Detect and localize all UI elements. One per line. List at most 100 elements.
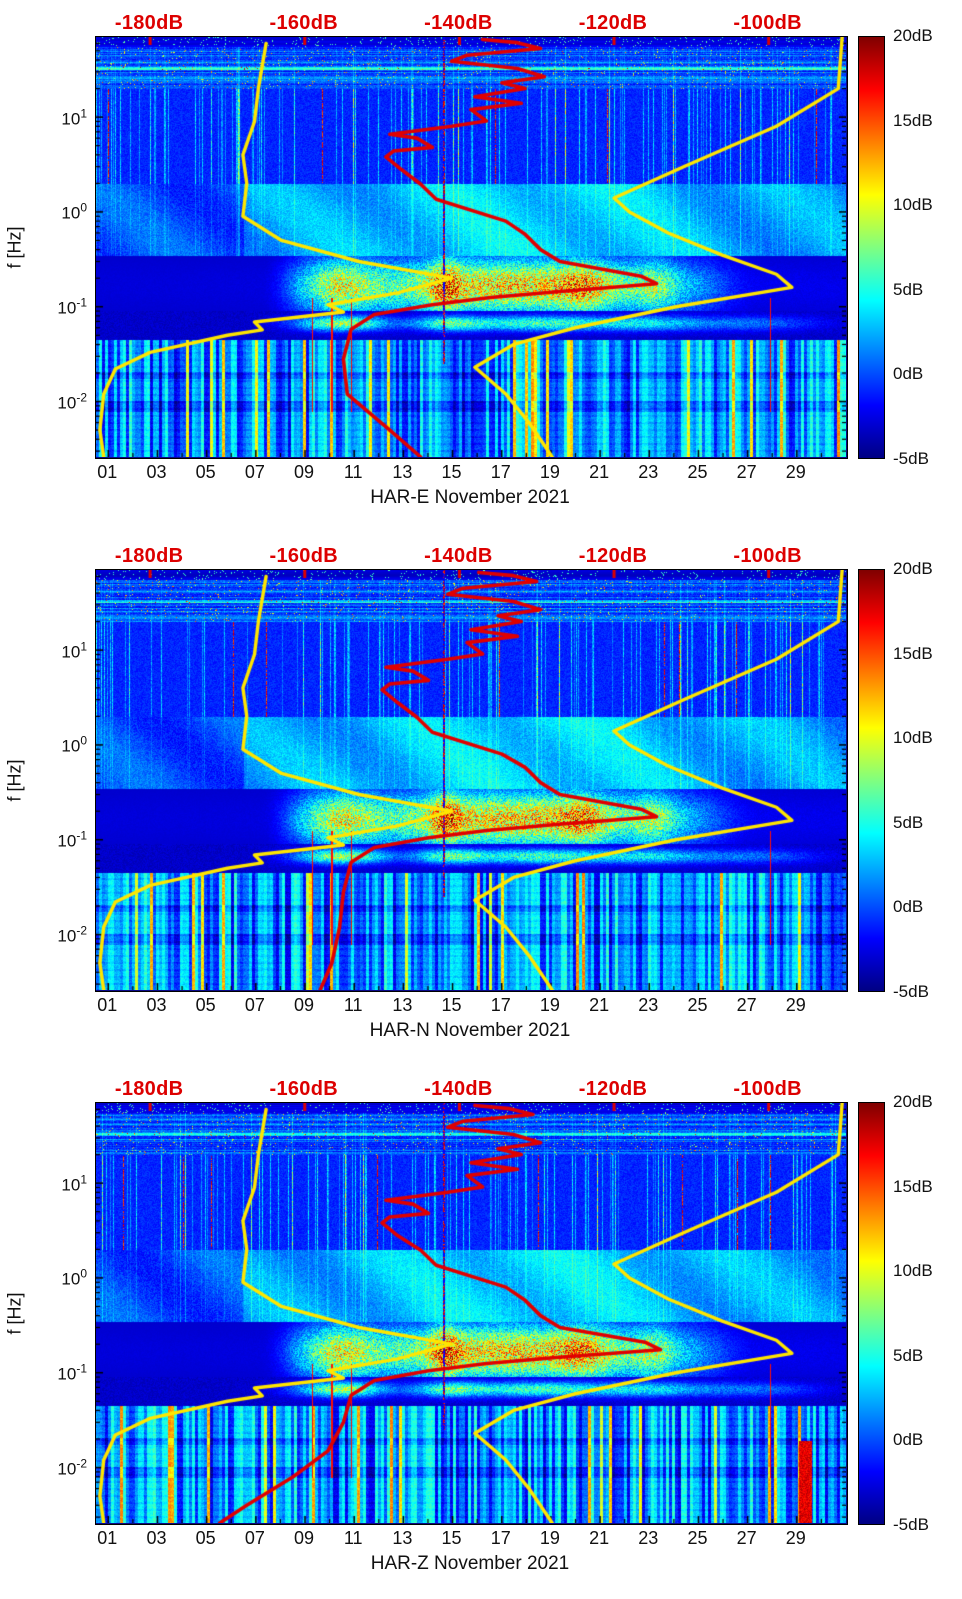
x-axis-tick-label: 23	[638, 1528, 659, 1548]
x-axis-tick-label: 09	[294, 1528, 315, 1548]
y-axis-tick-label: 10-2	[57, 1456, 87, 1479]
x-axis-tick-label: 17	[490, 995, 511, 1015]
top-axis-tick-label: -160dB	[269, 1078, 338, 1100]
colorbar-tick-label: -5dB	[893, 1515, 929, 1534]
colorbar	[858, 1102, 885, 1525]
top-axis-tick-label: -140dB	[424, 1078, 493, 1100]
y-axis-label-container: f [Hz]	[0, 569, 30, 992]
colorbar-container: 20dB 15dB 10dB 5dB 0dB -5dB	[858, 26, 933, 468]
x-axis-tick-label: 23	[638, 995, 659, 1015]
y-axis-label-container: f [Hz]	[0, 1102, 30, 1525]
top-axis-tick-label: -100dB	[733, 1078, 802, 1100]
y-axis-tick-label: 10-2	[57, 923, 87, 946]
colorbar-tick-label: 20dB	[893, 559, 933, 578]
x-axis-tick-label: 13	[392, 1528, 413, 1548]
x-axis-tick-label: 13	[392, 995, 413, 1015]
y-axis-tick-label: 100	[61, 201, 87, 223]
x-axis-tick-label: 19	[539, 1528, 560, 1548]
top-axis-tick-label: -160dB	[269, 12, 338, 34]
x-axis-tick-label: 11	[343, 995, 363, 1015]
x-axis-tick-label: 01	[97, 1528, 118, 1548]
top-axis-tick-label: -120dB	[578, 12, 648, 34]
x-axis-ticks: 01 03 05 07 09 11 13 15 17 19 21 23 25 27 29	[95, 459, 845, 485]
spectrogram-plot	[95, 569, 848, 992]
colorbar	[858, 569, 885, 992]
colorbar-tick-label: -5dB	[893, 982, 929, 1001]
x-axis-tick-label: 07	[244, 1528, 265, 1548]
spectrogram-panel-har-n: -180dB -160dB -140dB -120dB -100dB f [Hz] 10…	[0, 533, 962, 1066]
x-axis-tick-label: 21	[589, 995, 610, 1015]
spectrogram-panel-har-z: -180dB -160dB -140dB -120dB -100dB f [Hz] 10…	[0, 1066, 962, 1599]
spectrogram-canvas	[96, 37, 846, 457]
x-axis-tick-label: 19	[539, 462, 560, 482]
x-axis-tick-label: 25	[687, 995, 708, 1015]
y-axis-tick-label: 100	[61, 734, 87, 756]
top-db-axis: -180dB -160dB -140dB -120dB -100dB	[95, 539, 845, 569]
y-axis-ticks: 101 100 10-1 10-2	[30, 36, 95, 459]
x-axis-tick-label: 23	[638, 462, 659, 482]
y-axis-tick-label: 10-1	[57, 1361, 87, 1384]
y-axis-tick-label: 10-1	[57, 828, 87, 851]
x-axis-tick-label: 25	[687, 462, 708, 482]
top-axis-tick-label: -140dB	[424, 12, 493, 34]
x-axis-tick-label: 11	[343, 1528, 363, 1548]
x-axis-tick-label: 07	[244, 462, 265, 482]
x-axis-tick-label: 25	[687, 1528, 708, 1548]
x-axis-tick-label: 09	[294, 462, 315, 482]
colorbar-tick-label: 10dB	[893, 1261, 933, 1281]
top-axis-tick-label: -100dB	[733, 12, 802, 34]
colorbar-tick-label: 0dB	[893, 364, 924, 384]
x-axis-tick-label: 03	[146, 1528, 167, 1548]
colorbar-tick-label: 20dB	[893, 26, 933, 45]
colorbar-tick-label: 5dB	[893, 812, 924, 832]
spectrogram-canvas	[96, 570, 846, 990]
top-axis-tick-label: -140dB	[424, 545, 493, 567]
top-axis-tick-label: -180dB	[114, 1078, 184, 1100]
x-axis-tick-label: 21	[589, 1528, 610, 1548]
x-axis-ticks: 01 03 05 07 09 11 13 15 17 19 21 23 25 27 29	[95, 992, 845, 1018]
colorbar-tick-label: -5dB	[893, 449, 929, 468]
spectrogram-plot	[95, 36, 848, 459]
x-axis-tick-label: 03	[146, 995, 167, 1015]
top-axis-tick-label: -100dB	[733, 545, 802, 567]
x-axis-tick-label: 01	[97, 995, 118, 1015]
x-axis-tick-label: 15	[441, 995, 462, 1015]
top-axis-tick-label: -180dB	[114, 545, 184, 567]
y-axis-tick-label: 101	[61, 1172, 87, 1194]
y-axis-tick-label: 10-2	[57, 390, 87, 413]
top-db-axis: -180dB -160dB -140dB -120dB -100dB	[95, 6, 845, 36]
y-axis-tick-label: 100	[61, 1267, 87, 1289]
panel-title: HAR-E November 2021	[370, 487, 570, 508]
colorbar-container: 20dB 15dB 10dB 5dB 0dB -5dB	[858, 559, 933, 1001]
top-db-axis: -180dB -160dB -140dB -120dB -100dB	[95, 1072, 845, 1102]
colorbar-tick-label: 10dB	[893, 195, 933, 215]
x-axis-ticks: 01 03 05 07 09 11 13 15 17 19 21 23 25 27 29	[95, 1525, 845, 1551]
top-axis-tick-label: -120dB	[578, 1078, 648, 1100]
colorbar-tick-label: 15dB	[893, 643, 933, 663]
y-axis-label: f [Hz]	[4, 226, 25, 269]
y-axis-ticks: 101 100 10-1 10-2	[30, 1102, 95, 1525]
x-axis-tick-label: 27	[736, 1528, 757, 1548]
top-axis-tick-label: -160dB	[269, 545, 338, 567]
colorbar-tick-label: 15dB	[893, 1176, 933, 1196]
x-axis-tick-label: 05	[195, 462, 216, 482]
top-axis-tick-label: -180dB	[114, 12, 184, 34]
colorbar-container: 20dB 15dB 10dB 5dB 0dB -5dB	[858, 1092, 933, 1534]
x-axis-tick-label: 29	[785, 462, 806, 482]
x-axis-tick-label: 15	[441, 1528, 462, 1548]
panel-title: HAR-N November 2021	[369, 1020, 571, 1041]
x-axis-tick-label: 17	[490, 1528, 511, 1548]
colorbar-tick-label: 20dB	[893, 1092, 933, 1111]
colorbar-tick-label: 10dB	[893, 728, 933, 748]
y-axis-ticks: 101 100 10-1 10-2	[30, 569, 95, 992]
colorbar-tick-label: 5dB	[893, 279, 924, 299]
colorbar-tick-label: 5dB	[893, 1345, 924, 1365]
y-axis-label: f [Hz]	[4, 1292, 25, 1335]
x-axis-tick-label: 07	[244, 995, 265, 1015]
y-axis-tick-label: 101	[61, 639, 87, 661]
x-axis-tick-label: 05	[195, 995, 216, 1015]
y-axis-tick-label: 10-1	[57, 295, 87, 318]
x-axis-tick-label: 17	[490, 462, 511, 482]
y-axis-label: f [Hz]	[4, 759, 25, 802]
x-axis-tick-label: 13	[392, 462, 413, 482]
